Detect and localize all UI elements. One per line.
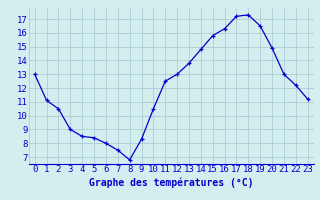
X-axis label: Graphe des températures (°C): Graphe des températures (°C): [89, 177, 253, 188]
